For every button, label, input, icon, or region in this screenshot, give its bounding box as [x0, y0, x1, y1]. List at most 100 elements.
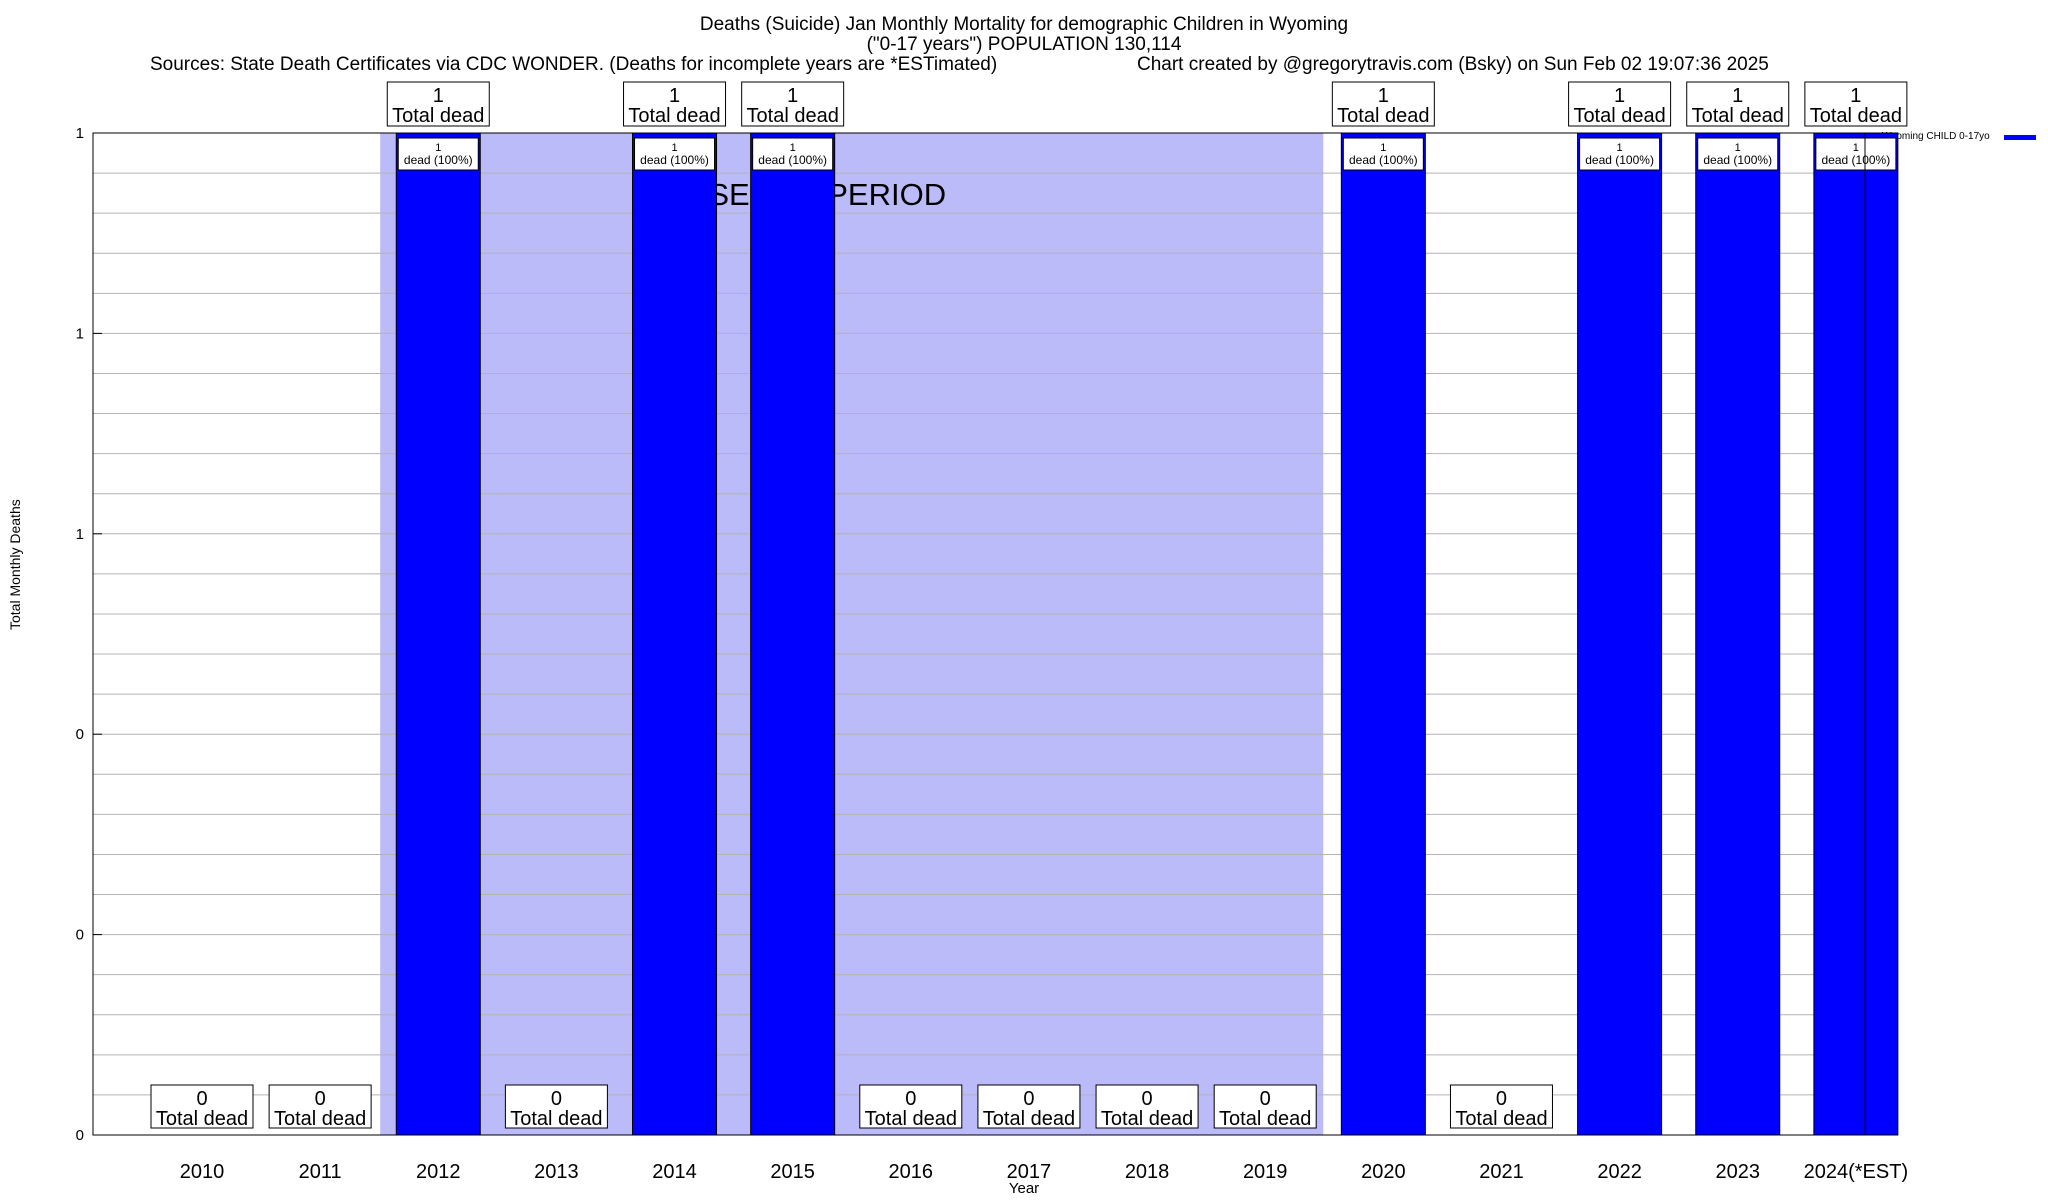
- bar-inner-label-percent: dead (100%): [1585, 153, 1654, 167]
- x-tick-label: 2010: [180, 1161, 225, 1183]
- bar: [1813, 132, 1899, 1136]
- x-tick-label: 2023: [1715, 1161, 1760, 1183]
- total-label-box: [504, 1084, 608, 1129]
- total-label-text: Total dead: [1455, 1108, 1547, 1130]
- total-label-text: Total dead: [1219, 1108, 1311, 1130]
- total-label-text: Total dead: [1573, 105, 1665, 127]
- x-tick-label: 2011: [299, 1161, 342, 1183]
- total-label-text: Total dead: [1692, 105, 1784, 127]
- total-label-value: 0: [551, 1088, 562, 1110]
- total-label-text: Total dead: [1337, 105, 1429, 127]
- x-tick-label: 2018: [1125, 1161, 1170, 1183]
- total-label-box: [859, 1084, 963, 1129]
- total-label-text: Total dead: [983, 1108, 1075, 1130]
- total-label-value: 1: [787, 85, 798, 107]
- bar-inner-label-box: [1579, 137, 1661, 171]
- total-label-box: [1449, 1084, 1553, 1129]
- x-tick-label: 2020: [1361, 1161, 1406, 1183]
- x-tick-label: 2017: [1007, 1161, 1052, 1183]
- y-tick-label: 0: [76, 1127, 84, 1144]
- x-tick-label: 2014: [652, 1161, 697, 1183]
- total-label-box: [1331, 81, 1435, 127]
- total-label-value: 1: [1732, 85, 1743, 107]
- total-label-value: 1: [1614, 85, 1625, 107]
- bar-inner-label-count: 1: [671, 142, 677, 154]
- y-tick-label: 0: [76, 927, 84, 944]
- bar-inner-label-percent: dead (100%): [1703, 153, 1772, 167]
- total-label-value: 1: [669, 85, 680, 107]
- bar-inner-label-percent: dead (100%): [640, 153, 709, 167]
- total-label-value: 0: [905, 1088, 916, 1110]
- chart-subtitle: ("0-17 years") POPULATION 130,114: [866, 34, 1182, 55]
- total-label-box: [1686, 81, 1790, 127]
- total-label-value: 1: [1850, 85, 1861, 107]
- bar: [395, 132, 481, 1136]
- total-label-value: 0: [1023, 1088, 1034, 1110]
- total-label-box: [386, 81, 490, 127]
- legend-entry: Wyoming CHILD 0-17yo: [1882, 131, 1990, 142]
- total-label-box: [150, 1084, 254, 1129]
- x-tick-label: 2024(*EST): [1804, 1161, 1909, 1183]
- total-label-text: Total dead: [392, 105, 484, 127]
- y-tick-label: 0: [76, 726, 84, 743]
- x-tick-label: 2013: [534, 1161, 579, 1183]
- total-label-box: [1213, 1084, 1317, 1129]
- total-label-text: Total dead: [156, 1108, 248, 1130]
- bar-inner-label-count: 1: [790, 142, 796, 154]
- total-label-text: Total dead: [747, 105, 839, 127]
- total-label-box: [1568, 81, 1672, 127]
- total-label-value: 1: [433, 85, 444, 107]
- bar-inner-label-percent: dead (100%): [1822, 153, 1891, 167]
- x-tick-label: 2019: [1243, 1161, 1288, 1183]
- total-label-text: Total dead: [1810, 105, 1902, 127]
- total-label-value: 0: [1142, 1088, 1153, 1110]
- x-axis-label: Year: [1008, 1180, 1040, 1197]
- bar-inner-label-percent: dead (100%): [1349, 153, 1418, 167]
- total-label-value: 0: [1496, 1088, 1507, 1110]
- total-label-text: Total dead: [510, 1108, 602, 1130]
- total-label-box: [977, 1084, 1081, 1129]
- bar: [632, 132, 718, 1136]
- bar-inner-label-box: [1815, 137, 1897, 171]
- bar-inner-label-box: [397, 137, 479, 171]
- bar: [750, 132, 836, 1136]
- total-label-text: Total dead: [865, 1108, 957, 1130]
- bar: [1577, 132, 1663, 1136]
- total-label-text: Total dead: [1101, 1108, 1193, 1130]
- bar-inner-label-percent: dead (100%): [404, 153, 473, 167]
- total-label-value: 0: [1260, 1088, 1271, 1110]
- bar-inner-label-count: 1: [1617, 142, 1623, 154]
- total-label-value: 1: [1378, 85, 1389, 107]
- baseline-shading: [380, 133, 1324, 1135]
- bar-inner-label-count: 1: [435, 142, 441, 154]
- x-tick-label: 2022: [1597, 1161, 1642, 1183]
- total-label-box: [741, 81, 845, 127]
- total-label-box: [268, 1084, 372, 1129]
- total-label-value: 0: [196, 1088, 207, 1110]
- bar-inner-label-box: [1697, 137, 1779, 171]
- chart-title: Deaths (Suicide) Jan Monthly Mortality f…: [699, 14, 1349, 35]
- bar-inner-label-box: [1342, 137, 1424, 171]
- chart-sources: Sources: State Death Certificates via CD…: [150, 54, 998, 75]
- bar-inner-label-box: [752, 137, 834, 171]
- x-tick-label: 2012: [416, 1161, 461, 1183]
- x-tick-label: 2016: [889, 1161, 934, 1183]
- bar-inner-label-count: 1: [1380, 142, 1386, 154]
- bar-inner-label-percent: dead (100%): [758, 153, 827, 167]
- total-label-value: 0: [315, 1088, 326, 1110]
- x-tick-label: 2021: [1479, 1161, 1524, 1183]
- x-tick-label: 2015: [770, 1161, 815, 1183]
- y-tick-label: 1: [76, 325, 84, 342]
- bar-inner-label-box: [634, 137, 716, 171]
- y-tick-label: 1: [76, 125, 84, 142]
- total-label-text: Total dead: [628, 105, 720, 127]
- bar: [1340, 132, 1426, 1136]
- chart-credit: Chart created by @gregorytravis.com (Bsk…: [1137, 54, 1769, 75]
- y-tick-label: 1: [76, 526, 84, 543]
- bar-inner-label-count: 1: [1735, 142, 1741, 154]
- legend-swatch: [2004, 135, 2036, 140]
- total-label-box: [623, 81, 727, 127]
- total-label-box: [1804, 81, 1908, 127]
- total-label-box: [1095, 1084, 1199, 1129]
